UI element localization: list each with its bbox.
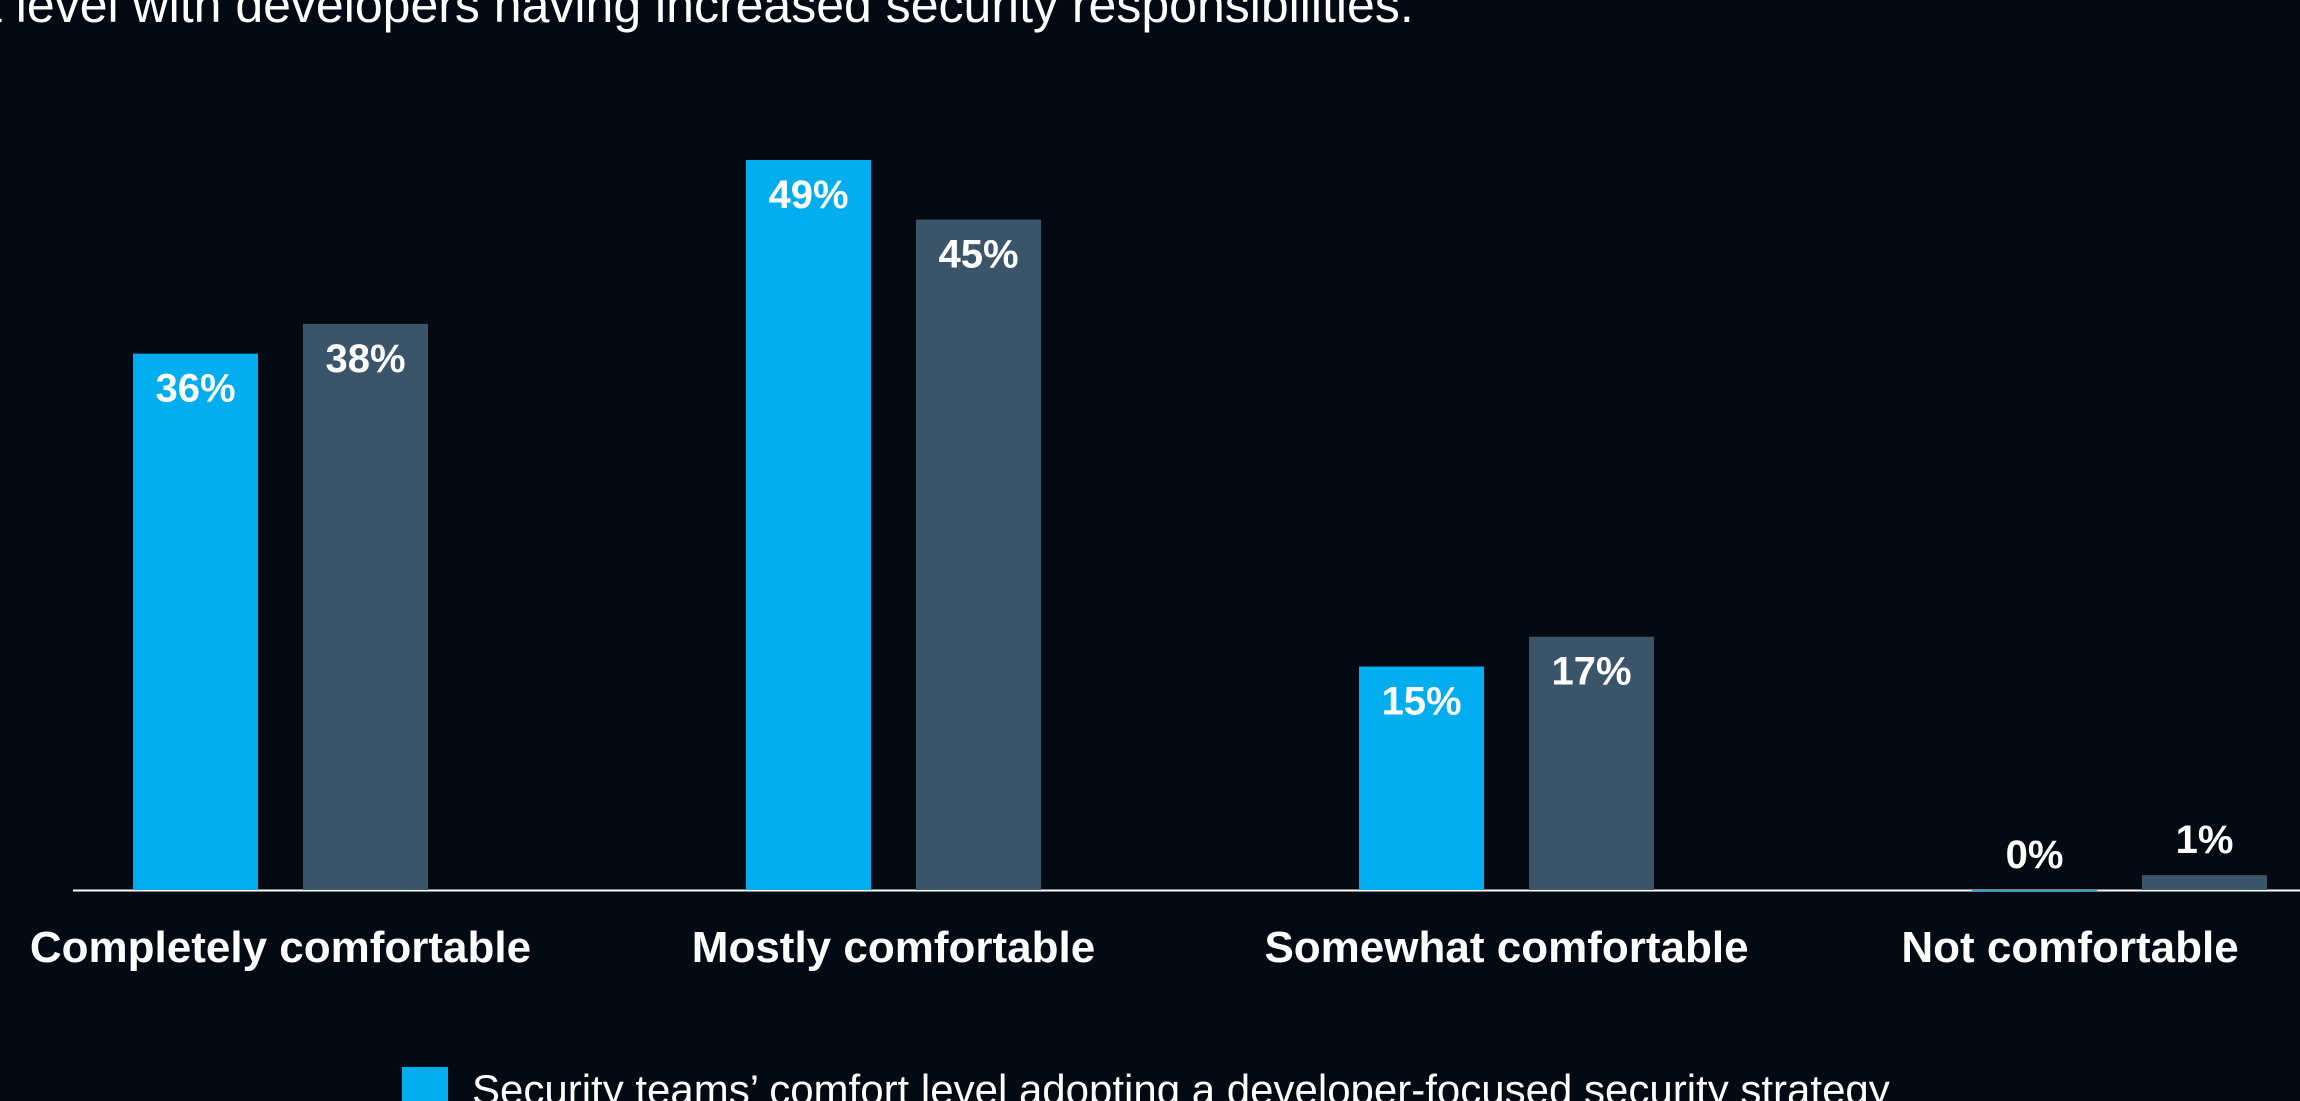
- category-label-3: Not comfortable: [1901, 923, 2238, 972]
- bar-value-label-series-1-2: 15%: [1381, 680, 1461, 724]
- chart-title: t level with developers having increased…: [0, 0, 1414, 33]
- bar-series-2-2: [1529, 636, 1654, 890]
- bar-value-label-series-1-3: 0%: [2006, 833, 2064, 877]
- category-label-1: Mostly comfortable: [692, 923, 1095, 972]
- legend: Security teams’ comfort level adopting a…: [402, 1066, 1890, 1101]
- bar-series-2-1: [916, 219, 1041, 890]
- category-label-0: Completely comfortable: [30, 923, 531, 972]
- legend-swatch-series-1: [402, 1067, 448, 1101]
- bar-value-label-series-2-1: 45%: [938, 233, 1018, 277]
- bar-value-label-series-1-1: 49%: [768, 173, 848, 217]
- bar-value-label-series-2-0: 38%: [325, 337, 405, 381]
- bar-series-1-2: [1359, 666, 1484, 890]
- legend-label-series-1: Security teams’ comfort level adopting a…: [472, 1066, 1890, 1101]
- category-label-2: Somewhat comfortable: [1264, 923, 1748, 972]
- bar-value-label-series-2-3: 1%: [2176, 818, 2234, 862]
- bar-value-label-series-1-0: 36%: [155, 367, 235, 411]
- bar-series-2-0: [303, 323, 428, 890]
- bar-series-1-3: [1972, 890, 2097, 891]
- bar-series-1-0: [133, 353, 258, 890]
- bar-value-label-series-2-2: 17%: [1551, 650, 1631, 694]
- bar-series-1-1: [746, 160, 871, 890]
- bar-series-2-3: [2142, 875, 2267, 890]
